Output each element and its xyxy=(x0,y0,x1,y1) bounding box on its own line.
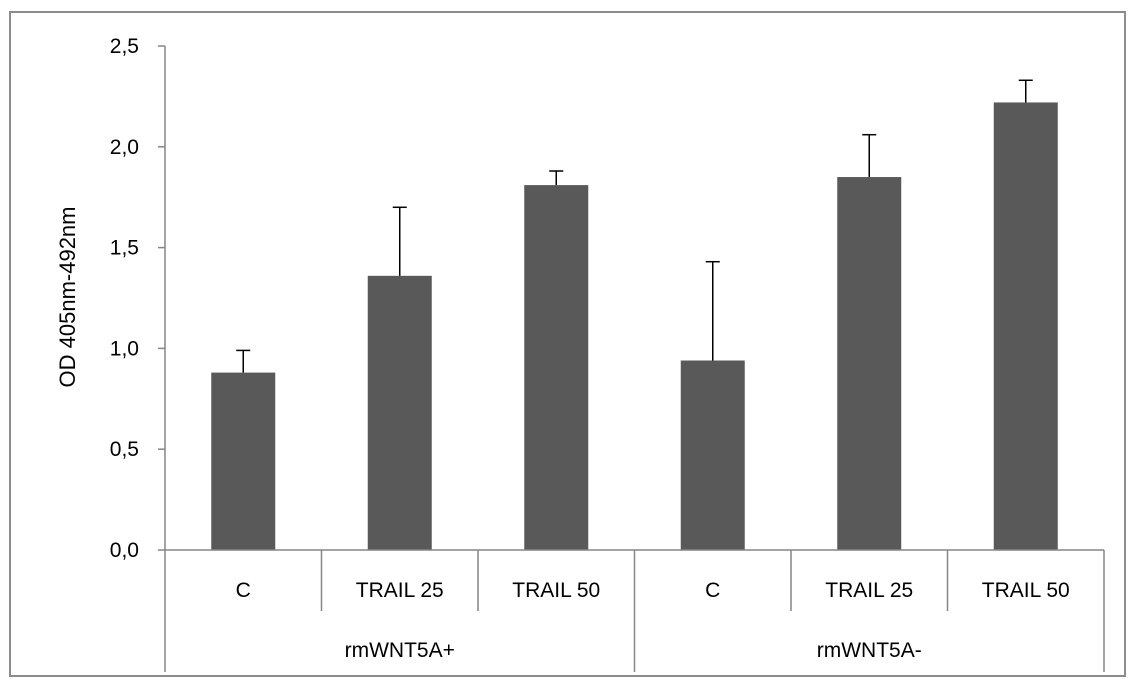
y-axis-ticks: 0,0 0,5 1,0 1,5 2,0 2,5 xyxy=(110,35,139,562)
bar xyxy=(524,185,589,550)
axes xyxy=(158,45,1105,672)
x-category-label: TRAIL 50 xyxy=(512,579,600,602)
y-tick-label: 1,0 xyxy=(110,337,139,360)
y-axis-title: OD 405nm-492nm xyxy=(55,207,80,388)
error-bars xyxy=(236,79,1033,373)
x-category-label: TRAIL 50 xyxy=(982,579,1070,602)
x-category-label: C xyxy=(705,579,720,602)
x-group-label: rmWNT5A+ xyxy=(345,639,455,662)
bars xyxy=(211,102,1058,551)
x-group-label: rmWNT5A- xyxy=(817,639,922,662)
bar xyxy=(211,372,276,550)
y-tick-label: 2,0 xyxy=(110,136,139,159)
y-tick-label: 1,5 xyxy=(110,237,139,260)
y-tick-label: 0,5 xyxy=(110,438,139,461)
y-tick-label: 2,5 xyxy=(110,35,139,58)
x-category-label: TRAIL 25 xyxy=(825,579,913,602)
bar xyxy=(993,102,1058,550)
x-category-label: TRAIL 25 xyxy=(356,579,444,602)
bar xyxy=(680,360,745,550)
y-tick-label: 0,0 xyxy=(110,539,139,562)
x-axis-categories: C TRAIL 25 TRAIL 50 C TRAIL 25 TRAIL 50 xyxy=(236,579,1070,602)
bar xyxy=(837,177,902,551)
x-category-label: C xyxy=(236,579,251,602)
x-axis-groups: rmWNT5A+ rmWNT5A- xyxy=(345,639,922,662)
bar xyxy=(367,275,432,550)
